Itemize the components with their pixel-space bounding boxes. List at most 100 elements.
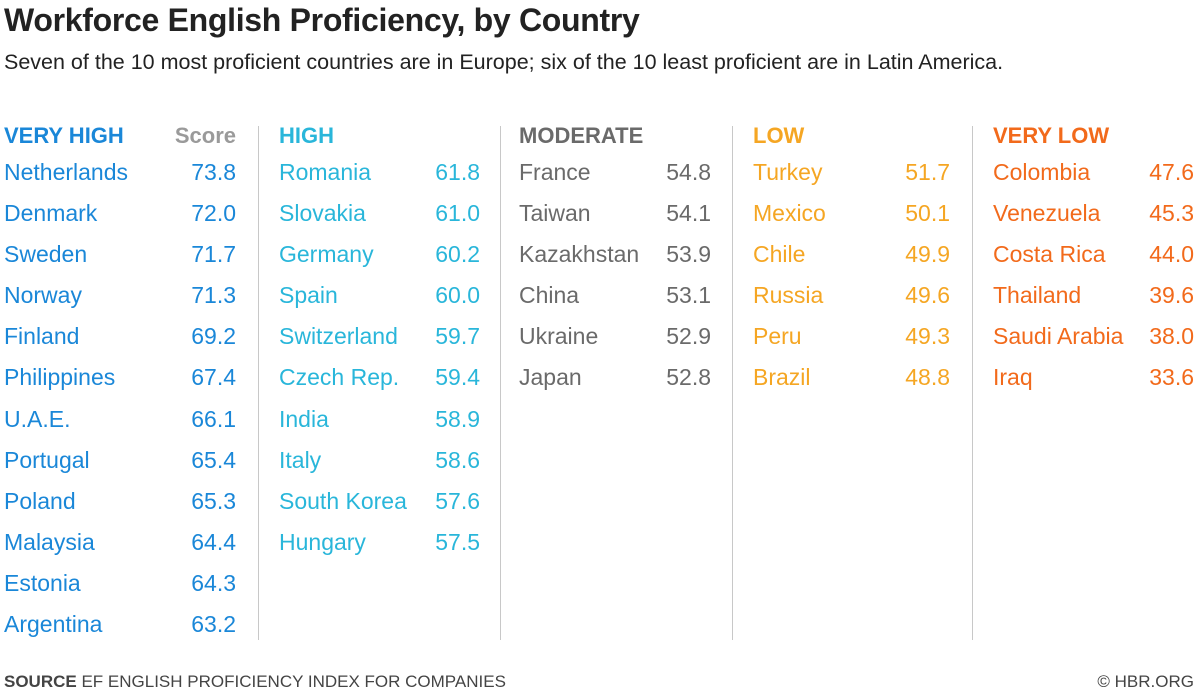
table-row: Estonia 64.3 xyxy=(4,563,236,604)
score-value: 49.9 xyxy=(905,241,950,268)
country-label: China xyxy=(519,282,580,309)
group-name: HIGH xyxy=(279,123,334,148)
score-value: 49.3 xyxy=(905,323,950,350)
country-label: Portugal xyxy=(4,446,90,473)
country-label: Iraq xyxy=(993,364,1033,391)
country-label: Kazakhstan xyxy=(519,241,640,268)
country-label: Germany xyxy=(279,241,374,268)
group-header: VERY LOW xyxy=(993,120,1194,152)
group-header: VERY HIGH Score xyxy=(4,120,236,152)
table-row: China 53.1 xyxy=(519,275,711,316)
country-label: Colombia xyxy=(993,159,1091,185)
table-row: Switzerland 59.7 xyxy=(279,316,480,357)
country-label: Turkey xyxy=(753,159,823,185)
table-row: Kazakhstan 53.9 xyxy=(519,234,711,275)
country-label: Estonia xyxy=(4,569,81,596)
group-rows: Turkey 51.7 Mexico 50.1 Chile 49.9 Russia 49.6 P… xyxy=(753,152,950,399)
group-header: MODERATE xyxy=(519,120,711,152)
country-label: Costa Rica xyxy=(993,241,1106,268)
table-row: Iraq 33.6 xyxy=(993,357,1194,398)
country-label: India xyxy=(279,405,329,432)
country-label: Venezuela xyxy=(993,200,1101,227)
table-row: Slovakia 61.0 xyxy=(279,193,480,234)
country-label: Brazil xyxy=(753,364,811,391)
table-row: Malaysia 64.4 xyxy=(4,522,236,563)
country-label: Slovakia xyxy=(279,200,366,227)
score-value: 63.2 xyxy=(191,611,236,638)
table-row: Costa Rica 44.0 xyxy=(993,234,1194,275)
column-divider xyxy=(258,126,259,640)
chart-subtitle: Seven of the 10 most proficient countrie… xyxy=(4,50,1004,74)
group-header: HIGH xyxy=(279,120,480,152)
country-label: Taiwan xyxy=(519,200,591,227)
country-label: Norway xyxy=(4,282,82,309)
score-value: 38.0 xyxy=(1149,323,1194,350)
group-name: LOW xyxy=(753,123,805,148)
table-row: Portugal 65.4 xyxy=(4,440,236,481)
group-rows: Colombia 47.6 Venezuela 45.3 Costa Rica 44.0 T… xyxy=(993,152,1194,399)
score-value: 65.4 xyxy=(191,446,236,473)
country-label: Saudi Arabia xyxy=(993,323,1124,350)
country-label: Denmark xyxy=(4,200,98,227)
credit: © HBR.ORG xyxy=(1097,672,1194,691)
country-label: Thailand xyxy=(993,282,1082,309)
table-row: Argentina 63.2 xyxy=(4,604,236,645)
score-value: 33.6 xyxy=(1149,364,1194,391)
score-value: 47.6 xyxy=(1149,159,1194,185)
country-label: Switzerland xyxy=(279,323,398,350)
table-row: Poland 65.3 xyxy=(4,481,236,522)
score-value: 58.9 xyxy=(435,405,480,432)
score-value: 44.0 xyxy=(1149,241,1194,268)
country-label: Philippines xyxy=(4,364,116,391)
source-note: SOURCE EF ENGLISH PROFICIENCY INDEX FOR … xyxy=(4,672,506,692)
score-value: 52.9 xyxy=(666,323,711,350)
score-value: 58.6 xyxy=(435,446,480,473)
score-value: 60.0 xyxy=(435,282,480,309)
table-row: Brazil 48.8 xyxy=(753,357,950,398)
score-value: 52.8 xyxy=(666,364,711,391)
score-value: 60.2 xyxy=(435,241,480,268)
score-value: 57.5 xyxy=(435,528,480,555)
country-label: Ukraine xyxy=(519,323,599,350)
table-row: South Korea 57.6 xyxy=(279,481,480,522)
country-label: Finland xyxy=(4,323,80,350)
score-value: 45.3 xyxy=(1149,200,1194,227)
score-value: 66.1 xyxy=(191,405,236,432)
score-value: 61.0 xyxy=(435,200,480,227)
table-row: Turkey 51.7 xyxy=(753,152,950,193)
table-row: Russia 49.6 xyxy=(753,275,950,316)
country-label: Mexico xyxy=(753,200,826,227)
column-divider xyxy=(732,126,733,640)
score-value: 71.3 xyxy=(191,282,236,309)
country-label: Netherlands xyxy=(4,159,129,185)
table-row: Finland 69.2 xyxy=(4,316,236,357)
country-label: France xyxy=(519,159,591,185)
table-row: Norway 71.3 xyxy=(4,275,236,316)
table-row: Italy 58.6 xyxy=(279,440,480,481)
country-label: Italy xyxy=(279,446,322,473)
table-row: Venezuela 45.3 xyxy=(993,193,1194,234)
group-column-high: HIGH Romania 61.8 Slovakia 61.0 Germany 60.2 S… xyxy=(279,120,480,563)
table-row: U.A.E. 66.1 xyxy=(4,399,236,440)
country-label: Malaysia xyxy=(4,528,95,555)
group-rows: Netherlands 73.8 Denmark 72.0 Sweden 71.7 Norw… xyxy=(4,152,236,645)
group-name: MODERATE xyxy=(519,123,644,148)
table-row: Taiwan 54.1 xyxy=(519,193,711,234)
score-value: 64.3 xyxy=(191,569,236,596)
score-value: 67.4 xyxy=(191,364,236,391)
table-row: Peru 49.3 xyxy=(753,316,950,357)
country-label: Argentina xyxy=(4,611,103,638)
table-row: Hungary 57.5 xyxy=(279,522,480,563)
score-value: 64.4 xyxy=(191,528,236,555)
country-label: Poland xyxy=(4,487,76,514)
source-text: EF ENGLISH PROFICIENCY INDEX FOR COMPANI… xyxy=(81,672,506,691)
group-column-very-high: VERY HIGH Score Netherlands 73.8 Denmark 72… xyxy=(4,120,236,645)
table-row: India 58.9 xyxy=(279,399,480,440)
country-label: South Korea xyxy=(279,487,407,514)
table-row: Germany 60.2 xyxy=(279,234,480,275)
table-row: France 54.8 xyxy=(519,152,711,193)
score-value: 54.8 xyxy=(666,159,711,185)
group-name: VERY LOW xyxy=(993,123,1110,148)
table-row: Colombia 47.6 xyxy=(993,152,1194,193)
group-column-moderate: MODERATE France 54.8 Taiwan 54.1 Kazakhstan 5… xyxy=(519,120,711,399)
